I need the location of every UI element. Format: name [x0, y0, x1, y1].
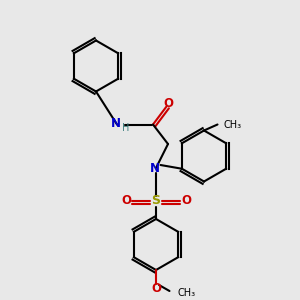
Text: O: O	[163, 97, 173, 110]
Text: CH₃: CH₃	[177, 287, 195, 298]
Text: N: N	[149, 161, 160, 175]
Text: H: H	[122, 123, 129, 133]
Text: O: O	[151, 281, 161, 295]
Text: O: O	[121, 194, 131, 208]
Text: S: S	[152, 194, 160, 208]
Text: CH₃: CH₃	[224, 119, 242, 130]
Text: O: O	[181, 194, 191, 208]
Text: N: N	[110, 116, 121, 130]
